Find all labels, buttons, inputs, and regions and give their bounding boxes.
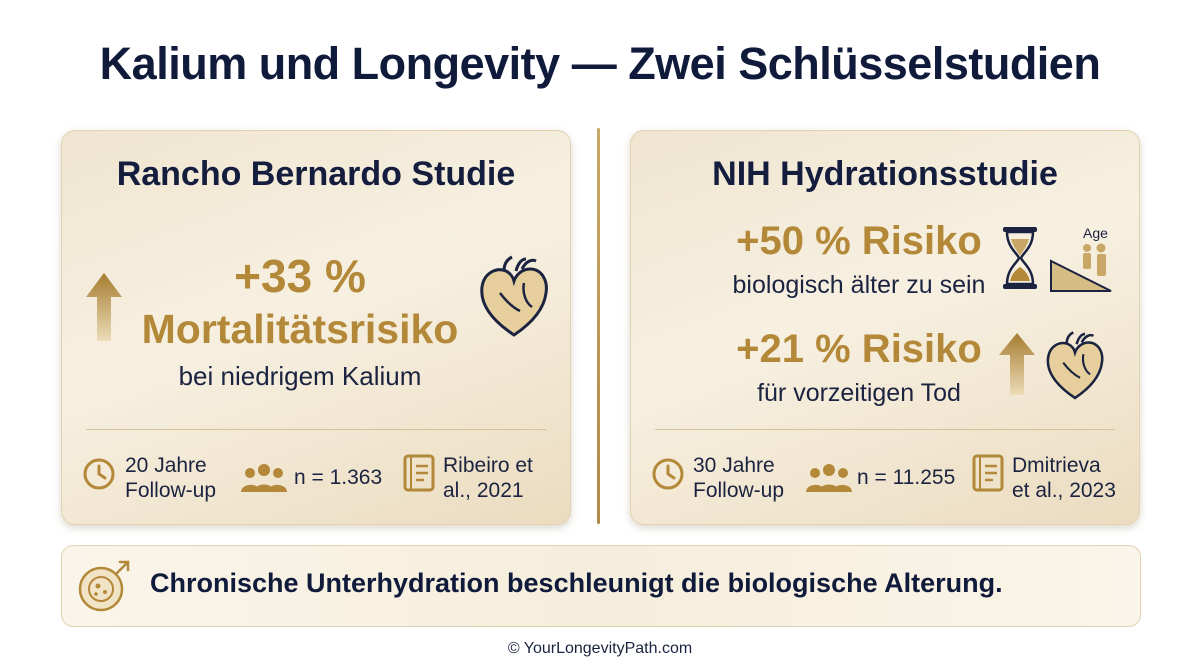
- divider-line: [86, 429, 546, 430]
- vertical-divider: [597, 128, 600, 524]
- divider-line: [655, 429, 1115, 430]
- reference: Dmitrieva et al., 2023: [1012, 454, 1116, 502]
- summary-banner: Chronische Unterhydration beschleunigt d…: [61, 545, 1141, 627]
- book-icon: [972, 454, 1004, 492]
- footer-copyright: © YourLongevityPath.com: [507, 640, 693, 657]
- hourglass-icon: [1003, 227, 1037, 289]
- duration: 20 Jahre Follow-up: [125, 454, 217, 502]
- stat2-sub: für vorzeitigen Tod: [757, 379, 961, 407]
- people-icon: [241, 464, 287, 492]
- study-card-nih-hydration: NIH Hydrationsstudie +50 % Risiko biolog…: [630, 130, 1140, 525]
- study-card-rancho-bernardo: Rancho Bernardo Studie +33 % Mortalitäts…: [61, 130, 571, 525]
- stat1-value: +50 % Risiko: [736, 219, 982, 263]
- card-title: Rancho Bernardo Studie: [116, 155, 516, 193]
- people-icon: [806, 464, 852, 492]
- stat-sub: bei niedrigem Kalium: [178, 361, 422, 391]
- cell-aging-icon: [78, 560, 130, 612]
- stat2-value: +21 % Risiko: [736, 327, 982, 371]
- up-arrow-icon: [86, 273, 122, 341]
- stat-value: +33 %: [234, 250, 366, 302]
- age-label: Age: [1083, 225, 1108, 241]
- age-ramp-icon: [1050, 243, 1112, 292]
- duration: 30 Jahre Follow-up: [693, 454, 785, 502]
- heart-icon: [480, 255, 548, 337]
- up-arrow-icon: [999, 333, 1035, 395]
- stat1-sub: biologisch älter zu sein: [732, 271, 986, 299]
- heart-icon: [1046, 331, 1104, 400]
- stat-label: Mortalitätsrisiko: [141, 306, 459, 352]
- card-title: NIH Hydrationsstudie: [712, 155, 1058, 193]
- reference: Ribeiro et al., 2021: [443, 454, 533, 502]
- clock-icon: [652, 458, 684, 490]
- sample-size: n = 1.363: [294, 466, 383, 489]
- clock-icon: [83, 458, 115, 490]
- sample-size: n = 11.255: [857, 466, 956, 489]
- book-icon: [403, 454, 435, 492]
- page-title: Kalium und Longevity — Zwei Schlüsselstu…: [99, 38, 1101, 89]
- banner-text: Chronische Unterhydration beschleunigt d…: [150, 568, 1003, 598]
